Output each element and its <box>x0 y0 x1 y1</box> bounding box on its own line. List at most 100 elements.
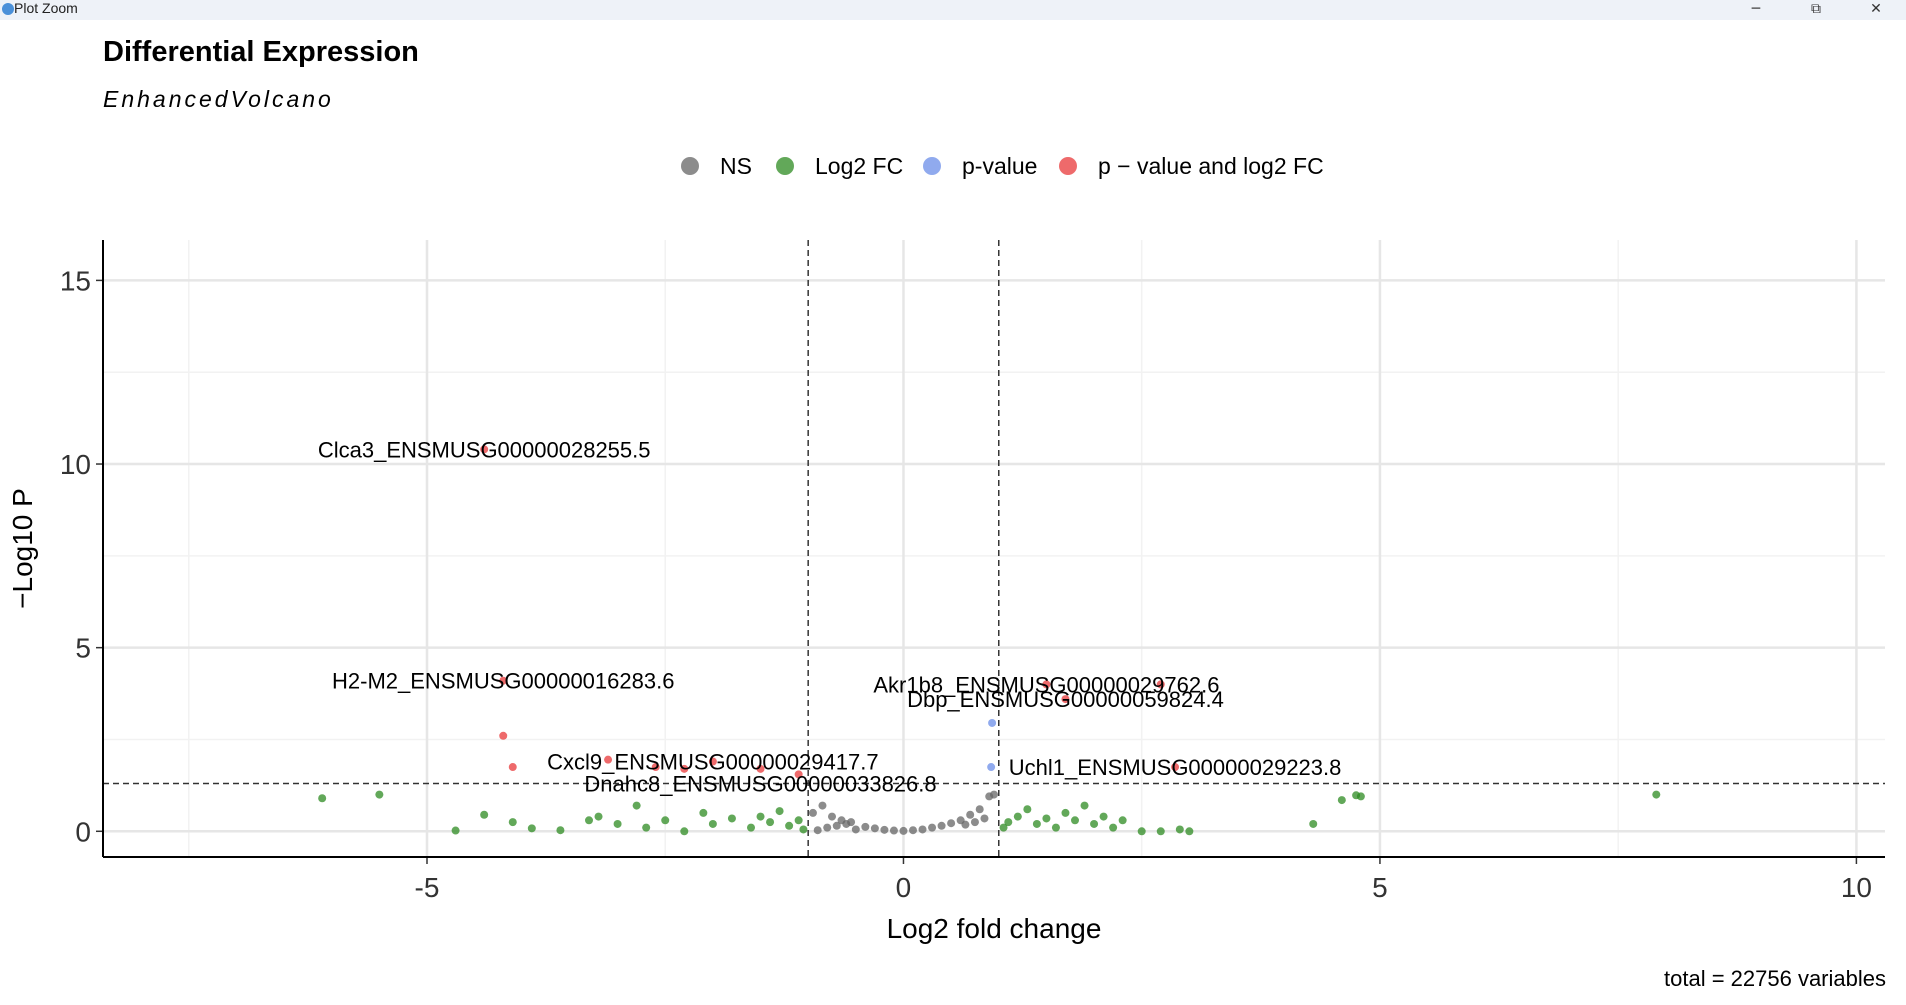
data-point <box>909 826 917 835</box>
data-point <box>1156 680 1165 689</box>
data-point <box>1061 695 1070 704</box>
chart-axes: -5 0 5 10 0 5 10 15 <box>60 240 1885 903</box>
close-button[interactable]: ✕ <box>1856 0 1896 18</box>
y-tick-label: 0 <box>75 816 91 847</box>
data-point <box>1156 827 1165 836</box>
window-titlebar: Plot Zoom ─ ⧉ ✕ <box>0 0 1906 20</box>
data-point <box>756 812 765 821</box>
data-point <box>818 801 827 810</box>
data-point <box>727 814 736 823</box>
data-point <box>1090 819 1099 828</box>
data-point <box>870 824 879 833</box>
data-point <box>987 763 996 772</box>
data-point <box>318 794 327 803</box>
data-point <box>961 820 970 829</box>
data-point <box>708 757 717 766</box>
data-point <box>990 790 998 799</box>
legend-label: p − value and log2 FC <box>1098 153 1324 179</box>
data-point <box>508 818 517 827</box>
data-point <box>613 819 622 828</box>
data-point <box>766 818 775 827</box>
y-axis-title: −Log10 P <box>7 488 38 609</box>
legend-label: Log2 FC <box>815 153 903 179</box>
data-point <box>1042 814 1051 823</box>
data-point <box>889 826 898 835</box>
data-point <box>1080 801 1089 810</box>
gene-label: H2-M2_ENSMUSG00000016283.6 <box>332 669 674 694</box>
plot-title: Differential Expression <box>103 36 419 68</box>
data-point <box>1337 796 1346 805</box>
data-point <box>642 823 651 832</box>
data-point <box>708 819 717 828</box>
data-point <box>928 823 937 832</box>
data-point <box>1023 805 1032 814</box>
chart-grid <box>103 240 1885 857</box>
data-point <box>651 763 660 772</box>
data-point <box>861 822 870 831</box>
data-point <box>451 826 460 835</box>
data-point <box>556 826 565 835</box>
data-point <box>604 755 613 764</box>
data-point <box>632 801 641 810</box>
x-axis-title: Log2 fold change <box>887 913 1102 944</box>
data-point <box>585 816 593 825</box>
data-point <box>1099 812 1108 821</box>
gene-label: Clca3_ENSMUSG00000028255.5 <box>318 437 651 462</box>
y-tick-label: 10 <box>60 449 91 480</box>
gene-label: Dbp_ENSMUSG00000059824.4 <box>907 687 1224 712</box>
data-point <box>1013 812 1022 821</box>
x-tick-label: 0 <box>896 872 912 903</box>
data-point <box>1061 808 1070 817</box>
data-point <box>1051 823 1060 832</box>
data-point <box>480 810 489 819</box>
data-point <box>785 821 794 830</box>
gene-label: Cxcl9_ENSMUSG00000029417.7 <box>547 750 878 775</box>
data-point <box>1652 790 1661 799</box>
axis-titles: Log2 fold change −Log10 P <box>7 488 1101 944</box>
data-point <box>918 825 927 834</box>
data-point <box>1185 827 1194 836</box>
legend-key <box>1059 157 1077 175</box>
data-point <box>899 826 908 835</box>
data-points <box>318 445 1661 836</box>
data-point <box>808 808 817 817</box>
data-point <box>799 825 808 834</box>
data-point <box>1171 763 1180 772</box>
data-point <box>851 825 860 834</box>
total-variables-caption: total = 22756 variables <box>1664 966 1886 991</box>
x-tick-label: 10 <box>1841 872 1872 903</box>
data-point <box>828 812 836 821</box>
gene-label: Dnahc8_ENSMUSG00000033826.8 <box>584 772 936 797</box>
data-point <box>1356 792 1365 801</box>
data-point <box>1071 816 1079 825</box>
data-point <box>1175 825 1184 834</box>
data-point <box>970 818 979 827</box>
data-point <box>847 818 856 827</box>
data-point <box>837 816 846 825</box>
data-point <box>832 821 841 830</box>
data-point <box>980 814 989 823</box>
gene-label: Akr1b8_ENSMUSG00000029762.6 <box>873 672 1219 697</box>
data-point <box>1309 819 1318 828</box>
data-point <box>680 827 689 836</box>
data-point <box>747 823 755 832</box>
data-point <box>527 824 536 833</box>
data-point <box>1137 827 1146 836</box>
data-point <box>1032 819 1041 828</box>
data-point <box>794 816 803 825</box>
data-point <box>1042 680 1051 689</box>
data-point <box>937 821 946 830</box>
app-icon <box>2 3 14 15</box>
data-point <box>480 445 489 454</box>
data-point <box>1004 818 1013 827</box>
minimize-button[interactable]: ─ <box>1736 0 1776 18</box>
plot-subtitle: EnhancedVolcano <box>103 86 334 112</box>
gene-label: Uchl1_ENSMUSG00000029223.8 <box>1009 755 1342 780</box>
legend-label: p-value <box>962 153 1037 179</box>
restore-button[interactable]: ⧉ <box>1796 0 1836 18</box>
window-title: Plot Zoom <box>14 0 78 16</box>
data-point <box>880 825 889 834</box>
data-point <box>975 805 984 814</box>
data-point <box>699 808 708 817</box>
